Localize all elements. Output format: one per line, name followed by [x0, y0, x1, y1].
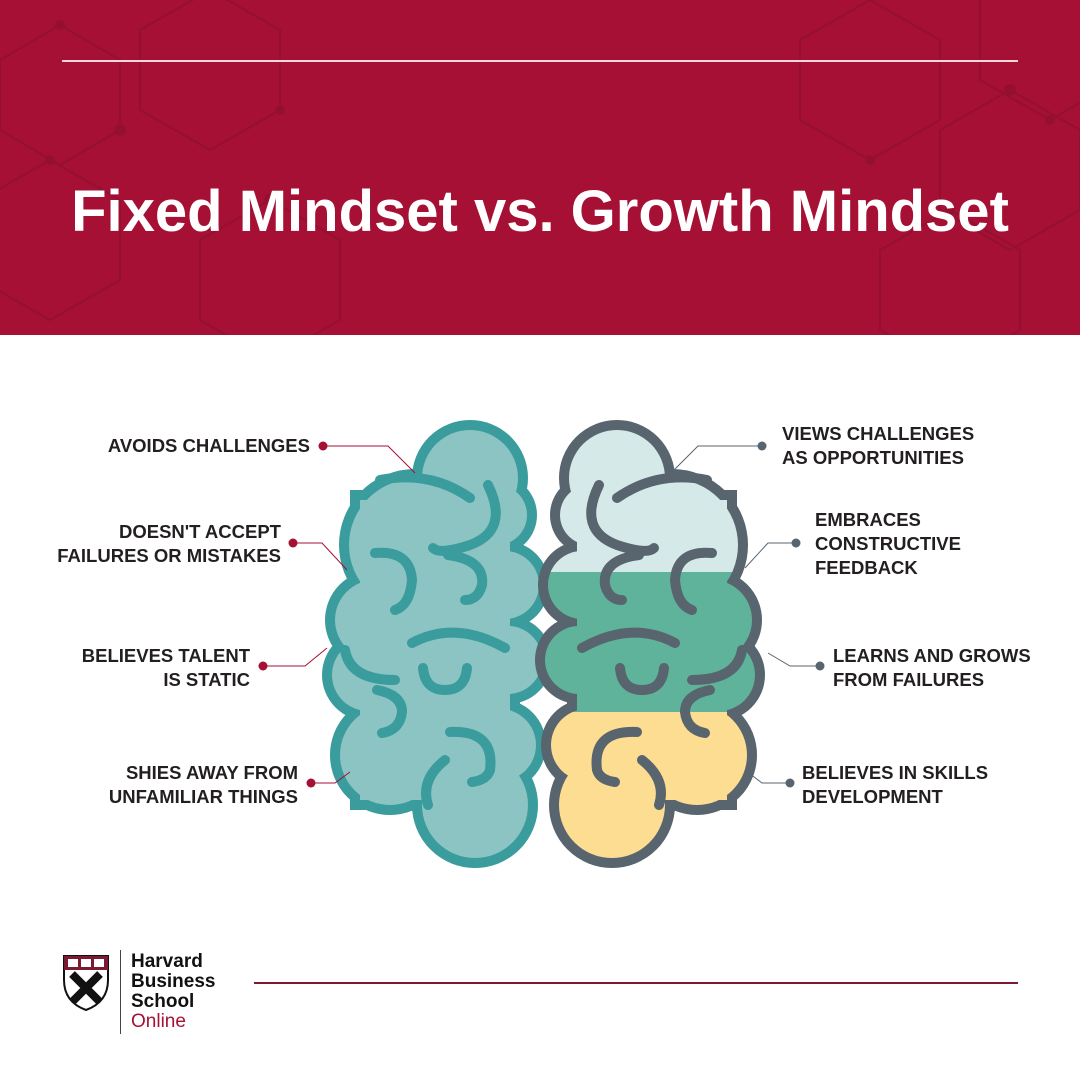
logo-line: Harvard — [131, 951, 203, 972]
growth-item-views-challenges: VIEWS CHALLENGES AS OPPORTUNITIES — [782, 423, 975, 468]
growth-item-learns-grows: LEARNS AND GROWS FROM FAILURES — [833, 645, 1031, 690]
fixed-item-shies-away: SHIES AWAY FROM UNFAMILIAR THINGS — [108, 762, 298, 807]
fixed-item-doesnt-accept-failures: DOESN'T ACCEPT FAILURES OR MISTAKES — [57, 521, 281, 566]
growth-bullet-dot — [785, 778, 795, 788]
header-banner: Fixed Mindset vs. Growth Mindset — [0, 0, 1080, 335]
growth-item-skills-development: BELIEVES IN SKILLS DEVELOPMENT — [802, 762, 989, 807]
footer-divider — [254, 982, 1018, 984]
hbs-shield-logo — [63, 955, 109, 1012]
hbs-wordmark: Harvard Business School Online — [131, 952, 215, 1032]
header-divider — [62, 60, 1018, 62]
hexagon-pattern — [0, 0, 1080, 335]
fixed-item-talent-static: BELIEVES TALENT IS STATIC — [81, 645, 250, 690]
logo-line: School — [131, 991, 195, 1012]
fixed-bullet-dot — [258, 661, 268, 671]
fixed-connectors — [263, 445, 416, 784]
growth-item-embraces-feedback: EMBRACES CONSTRUCTIVE FEEDBACK — [815, 509, 961, 578]
fixed-bullet-dot — [306, 778, 316, 788]
fixed-item-avoids-challenges: AVOIDS CHALLENGES — [107, 435, 310, 456]
growth-connectors — [671, 445, 820, 784]
growth-bullet-dot — [815, 661, 825, 671]
logo-line-online: Online — [131, 1011, 186, 1032]
growth-mindset-brain — [545, 430, 755, 858]
logo-line: Business — [131, 971, 216, 992]
logo-divider — [120, 950, 121, 1034]
page-title: Fixed Mindset vs. Growth Mindset — [71, 179, 1009, 244]
fixed-bullet-dot — [318, 441, 328, 451]
fixed-bullet-dot — [288, 538, 298, 548]
fixed-mindset-brain — [332, 430, 542, 858]
growth-bullet-dot — [757, 441, 767, 451]
growth-bullet-dot — [791, 538, 801, 548]
